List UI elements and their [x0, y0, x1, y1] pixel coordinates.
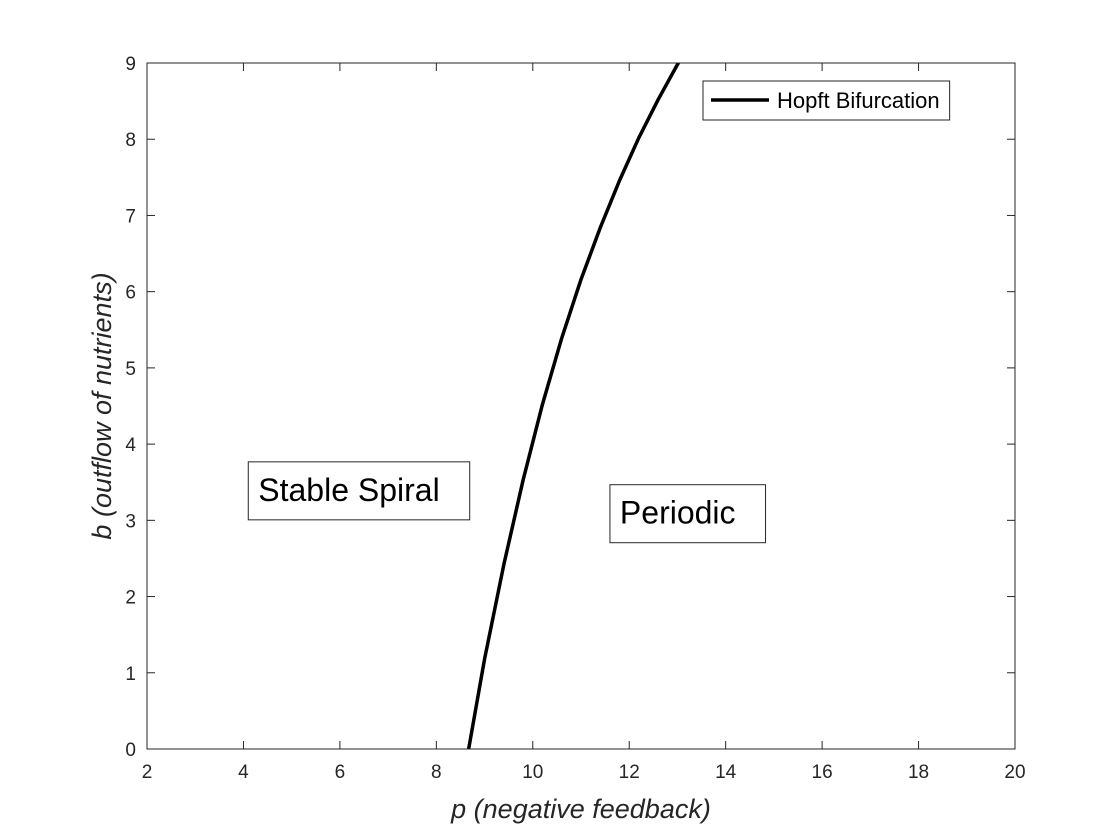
- y-axis-ticks: 0 1 2 3 4 5 6 7 8 9: [125, 54, 1015, 761]
- y-axis-title: b (outflow of nutrients): [87, 272, 117, 539]
- y-tick-label: 0: [125, 740, 136, 761]
- x-axis-ticks: 2 4 6 8 10 12 14 16 18 20: [142, 63, 1026, 783]
- y-tick-label: 4: [125, 435, 136, 456]
- x-tick-label: 18: [908, 762, 929, 783]
- y-tick-label: 8: [125, 130, 136, 151]
- y-tick-label: 9: [125, 54, 136, 75]
- y-tick-label: 3: [125, 511, 136, 532]
- x-tick-label: 4: [238, 762, 249, 783]
- x-tick-label: 20: [1004, 762, 1025, 783]
- legend: Hopft Bifurcation: [702, 80, 951, 121]
- annotation-label: Periodic: [620, 495, 736, 531]
- plot-frame: [146, 62, 1016, 750]
- annotation-label: Stable Spiral: [258, 472, 439, 508]
- x-tick-label: 14: [715, 762, 737, 783]
- y-tick-label: 1: [125, 664, 136, 685]
- annotation-layer: Stable Spiral Periodic: [247, 461, 767, 544]
- x-tick-label: 10: [522, 762, 543, 783]
- x-tick-label: 2: [142, 762, 153, 783]
- y-tick-label: 2: [125, 588, 136, 609]
- y-tick-label: 7: [125, 206, 136, 227]
- x-tick-label: 6: [335, 762, 346, 783]
- y-tick-label: 5: [125, 359, 136, 380]
- x-axis-title: p (negative feedback): [450, 794, 711, 824]
- x-tick-label: 12: [619, 762, 640, 783]
- annotation-box: [247, 461, 471, 521]
- x-tick-label: 16: [812, 762, 833, 783]
- region-annotation: Periodic: [609, 484, 767, 544]
- series-line-hopft-bifurcation: [466, 63, 681, 749]
- annotation-box: [609, 484, 767, 544]
- legend-label: Hopft Bifurcation: [777, 88, 940, 113]
- x-tick-label: 8: [431, 762, 442, 783]
- region-annotation: Stable Spiral: [247, 461, 471, 521]
- y-tick-label: 6: [125, 283, 136, 304]
- series-layer: [466, 63, 681, 749]
